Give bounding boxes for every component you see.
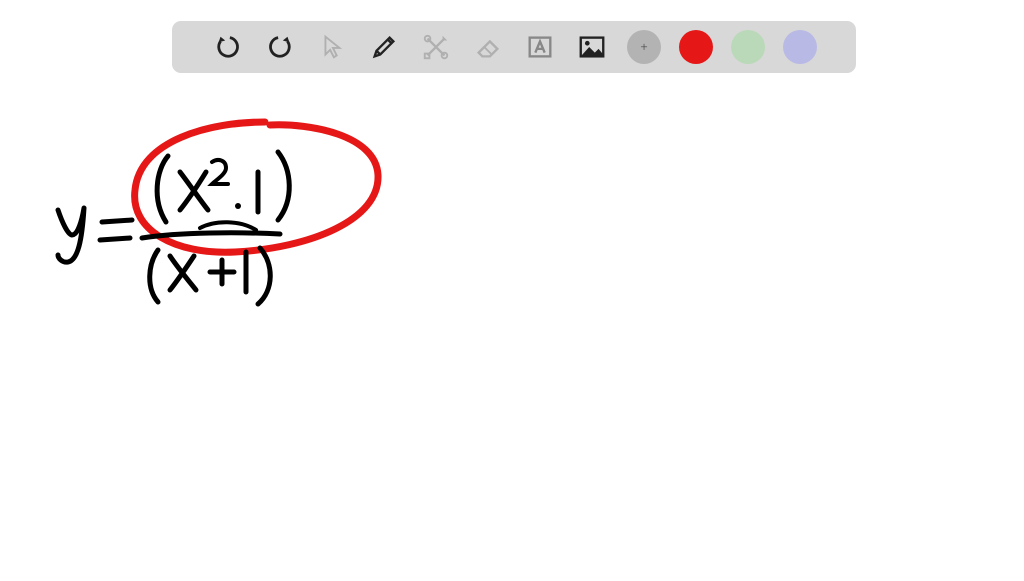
pencil-icon [369,32,399,62]
tools-crossed-icon [421,32,451,62]
num-x [180,172,208,210]
undo-button[interactable] [211,30,245,64]
num-super-2 [212,160,228,184]
equals-sign [100,220,132,240]
num-dot [235,203,241,209]
color-red[interactable] [679,30,713,64]
pencil-button[interactable] [367,30,401,64]
color-green[interactable] [731,30,765,64]
den-lparen [150,250,158,302]
cursor-icon [317,32,347,62]
eraser-icon [473,32,503,62]
den-x [170,256,196,290]
undo-icon [213,32,243,62]
canvas[interactable] [0,80,1024,576]
eraser-button[interactable] [471,30,505,64]
textbox-icon [525,32,555,62]
textbox-button[interactable] [523,30,557,64]
num-lparen [157,156,168,222]
color-grey-add[interactable]: + [627,30,661,64]
fraction-bar [142,233,280,238]
image-button[interactable] [575,30,609,64]
den-plus [210,260,234,284]
drawing-svg [0,80,1024,576]
den-rparen [258,248,270,304]
tools-button[interactable] [419,30,453,64]
plus-icon: + [640,39,647,55]
color-lavender[interactable] [783,30,817,64]
redo-button[interactable] [263,30,297,64]
letter-y [58,208,84,262]
redo-icon [265,32,295,62]
num-underarc [200,222,256,230]
toolbar: + [172,21,856,73]
image-icon [577,32,607,62]
cursor-button[interactable] [315,30,349,64]
num-rparen [278,152,289,220]
